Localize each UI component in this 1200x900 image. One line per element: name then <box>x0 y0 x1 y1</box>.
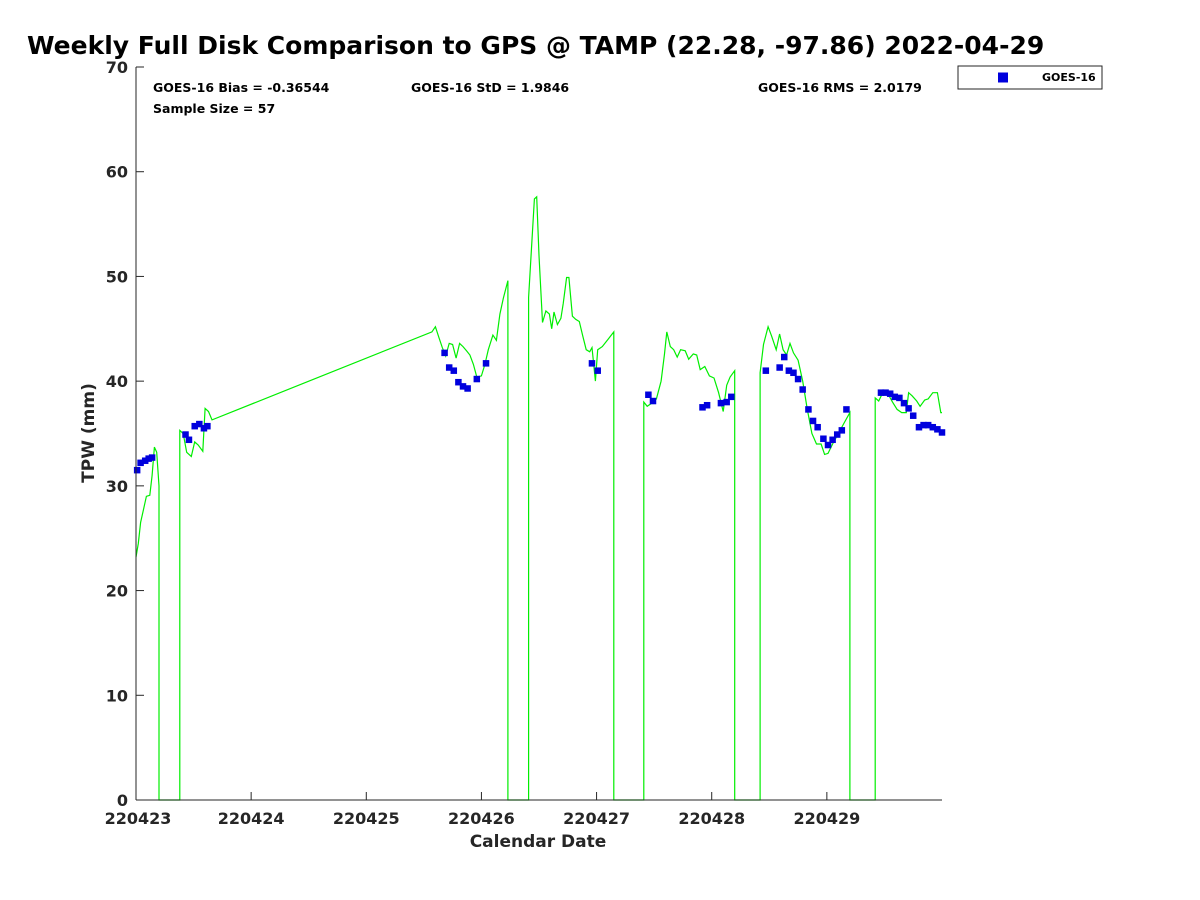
plot-background <box>136 67 942 800</box>
y-axis-ticks: 0 10 20 30 40 50 60 70 <box>106 58 144 810</box>
goes16-data-point <box>905 405 912 412</box>
goes16-data-point <box>934 426 941 433</box>
legend: GOES-16 <box>957 65 1103 90</box>
goes16-data-point <box>790 369 797 377</box>
y-tick-label: 50 <box>106 267 128 286</box>
y-tick-label: 10 <box>106 686 128 705</box>
goes16-data-point <box>482 360 490 367</box>
x-tick-label: 220426 <box>448 809 515 828</box>
sample-size-stat: Sample Size = 57 <box>153 101 275 116</box>
goes16-data-point <box>833 431 841 438</box>
goes16-data-point <box>441 349 448 357</box>
chart-title: Weekly Full Disk Comparison to GPS @ TAM… <box>27 31 1044 60</box>
goes16-data-point <box>929 423 937 431</box>
goes16-data-point <box>137 459 144 467</box>
goes16-data-point <box>145 455 152 462</box>
goes16-data-point <box>838 427 846 434</box>
goes16-data-point <box>450 367 458 374</box>
goes16-data-point <box>924 421 932 429</box>
x-axis-label: Calendar Date <box>470 832 607 852</box>
goes16-data-point <box>182 431 189 438</box>
x-axis-ticks: 220423 220424 220425 220426 220427 220428 2204… <box>105 792 860 828</box>
goes16-data-point <box>728 393 735 401</box>
goes16-data-point <box>785 367 793 374</box>
x-tick-label: 220428 <box>678 809 745 828</box>
goes16-data-point <box>191 422 198 430</box>
goes16-data-point <box>703 401 711 409</box>
goes16-data-point <box>877 389 885 396</box>
x-tick-label: 220429 <box>793 809 860 828</box>
x-tick-label: 220425 <box>333 809 400 828</box>
goes16-data-point <box>776 364 783 371</box>
goes16-data-point <box>717 399 725 407</box>
legend-marker-goes16 <box>998 72 1008 83</box>
y-axis-label: TPW (mm) <box>79 383 99 483</box>
goes16-data-point <box>464 385 471 392</box>
goes16-data-point <box>900 399 908 407</box>
gps-tpw-line <box>135 195 942 801</box>
goes16-data-point <box>805 406 812 413</box>
y-tick-label: 30 <box>106 477 128 496</box>
goes16-data-point <box>781 353 788 361</box>
x-tick-label: 220424 <box>218 809 285 828</box>
goes16-data-point <box>459 383 467 390</box>
goes16-data-point <box>148 454 156 461</box>
goes16-data-point <box>204 422 211 430</box>
x-tick-label: 220427 <box>563 809 630 828</box>
goes16-data-point <box>588 360 596 367</box>
goes16-data-point <box>455 378 462 386</box>
goes16-data-point <box>699 404 706 411</box>
x-tick-label: 220423 <box>105 809 172 828</box>
goes16-data-point <box>799 386 806 393</box>
plot-area <box>133 67 946 801</box>
std-stat: GOES-16 StD = 1.9846 <box>411 80 569 95</box>
legend-box <box>957 65 1103 90</box>
y-tick-label: 40 <box>106 372 128 391</box>
goes16-data-point <box>820 435 827 442</box>
goes16-data-point <box>141 457 149 464</box>
goes16-data-point <box>649 397 657 405</box>
goes16-data-point <box>915 423 923 431</box>
bias-stat: GOES-16 Bias = -0.36544 <box>153 80 330 95</box>
goes16-data-point <box>896 394 903 402</box>
y-tick-label: 70 <box>106 58 128 77</box>
goes16-data-point <box>882 389 889 396</box>
y-tick-label: 0 <box>117 791 128 810</box>
rms-stat: GOES-16 RMS = 2.0179 <box>758 80 922 95</box>
gps-line-layer <box>135 195 942 801</box>
goes16-data-point <box>200 425 208 432</box>
goes16-data-point <box>886 390 894 397</box>
goes16-data-point <box>762 367 770 374</box>
goes16-data-point <box>645 391 652 399</box>
goes16-data-point <box>920 421 927 429</box>
goes16-data-point <box>843 406 850 413</box>
goes16-data-point <box>723 398 730 406</box>
goes16-data-point <box>829 436 836 444</box>
goes16-data-point <box>133 466 141 474</box>
goes16-data-point <box>809 417 817 425</box>
goes16-marker-layer <box>133 349 946 474</box>
goes16-data-point <box>814 423 821 431</box>
goes16-data-point <box>909 412 917 419</box>
goes16-data-point <box>445 364 453 371</box>
goes16-data-point <box>185 436 193 444</box>
statistics-annotations: GOES-16 Bias = -0.36544 Sample Size = 57… <box>153 80 922 116</box>
goes16-data-point <box>473 375 481 383</box>
goes16-data-point <box>824 441 832 449</box>
goes16-data-point <box>196 420 203 428</box>
goes16-data-point <box>891 393 899 401</box>
goes16-data-point <box>594 367 601 374</box>
goes16-data-point <box>938 429 946 436</box>
goes16-data-point <box>794 375 802 383</box>
y-tick-label: 20 <box>106 582 128 601</box>
y-tick-label: 60 <box>106 163 128 182</box>
legend-label-goes16: GOES-16 <box>1042 71 1096 84</box>
